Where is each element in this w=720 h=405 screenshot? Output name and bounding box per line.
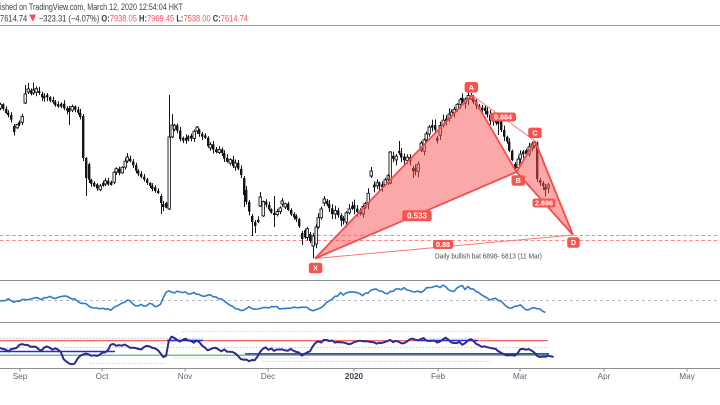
svg-text:Dec: Dec bbox=[261, 372, 276, 381]
svg-text:Daily bullish bat 6898- 6813 (: Daily bullish bat 6898- 6813 (11 Mar) bbox=[435, 252, 542, 261]
svg-text:May: May bbox=[679, 372, 695, 381]
svg-text:X: X bbox=[313, 264, 318, 273]
svg-text:0.884: 0.884 bbox=[494, 113, 512, 122]
svg-text:2.696: 2.696 bbox=[535, 199, 553, 208]
svg-text:0.88: 0.88 bbox=[436, 240, 450, 249]
svg-text:A: A bbox=[469, 83, 475, 92]
svg-text:C: C bbox=[532, 128, 538, 137]
svg-text:ished on TradingView.com, Marc: ished on TradingView.com, March 12, 2020… bbox=[0, 2, 183, 12]
svg-text:Apr: Apr bbox=[598, 372, 611, 381]
svg-text:Nov: Nov bbox=[178, 372, 193, 381]
svg-text:0.533: 0.533 bbox=[407, 211, 428, 220]
svg-text:2020: 2020 bbox=[345, 372, 364, 381]
svg-text:Mar: Mar bbox=[513, 372, 527, 381]
svg-text:Sep: Sep bbox=[13, 372, 28, 381]
svg-text:7614.74 ▼ −323.31 (−4.07%) O:7: 7614.74 ▼ −323.31 (−4.07%) O:7938.05 H:7… bbox=[0, 14, 248, 24]
svg-text:D: D bbox=[571, 238, 577, 247]
svg-text:Feb: Feb bbox=[431, 372, 446, 381]
svg-text:B: B bbox=[515, 176, 521, 185]
svg-text:Oct: Oct bbox=[96, 372, 109, 381]
